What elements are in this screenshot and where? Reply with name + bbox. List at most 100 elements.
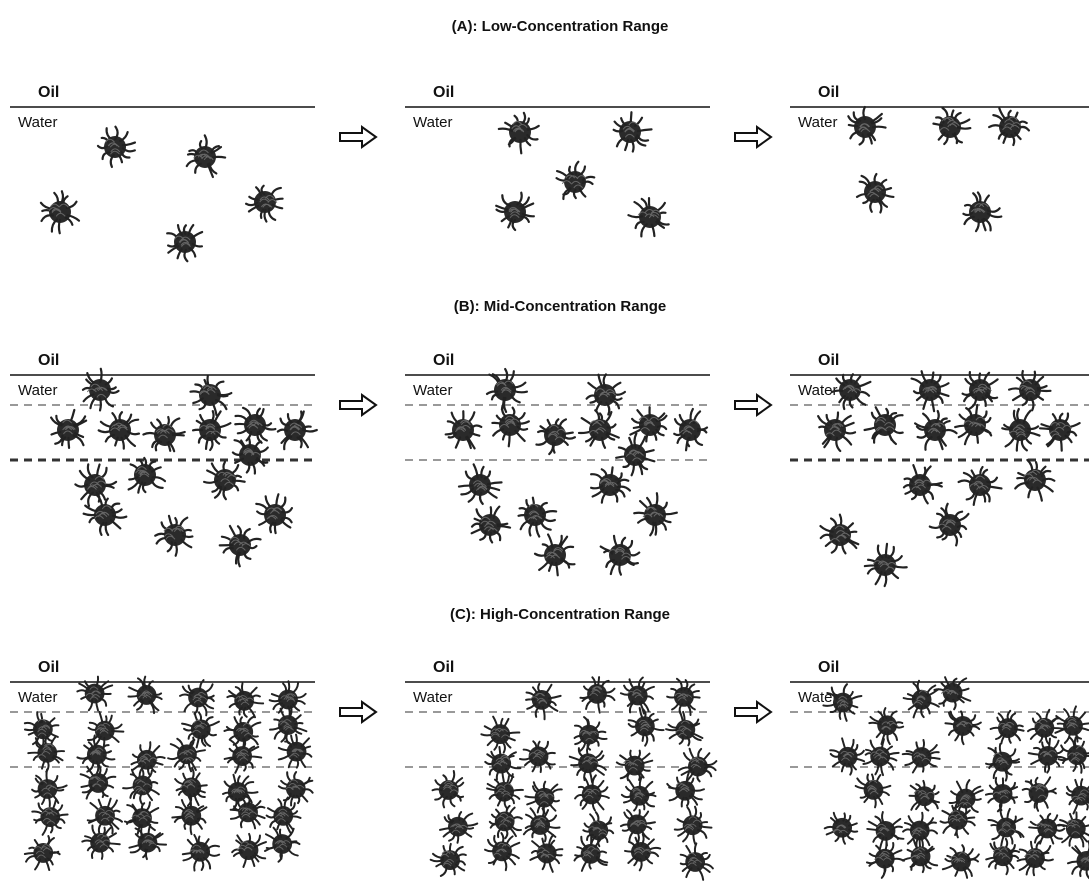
section-title: (A): Low-Concentration Range: [452, 18, 669, 35]
section-title: (B): Mid-Concentration Range: [454, 298, 666, 315]
particle: [129, 825, 166, 859]
particle: [123, 770, 159, 805]
particle: [1068, 841, 1089, 878]
particle: [536, 419, 574, 454]
particle: [945, 711, 980, 744]
particle: [869, 708, 903, 744]
particle: [41, 191, 79, 233]
particle: [77, 735, 114, 774]
particle: [227, 683, 263, 717]
particle: [267, 797, 301, 833]
particle: [1009, 371, 1050, 410]
particle: [621, 810, 655, 844]
particle: [681, 843, 713, 879]
particle: [622, 777, 656, 810]
section-title: (C): High-Concentration Range: [450, 606, 670, 623]
particle: [830, 738, 864, 774]
water-label: Water: [18, 382, 57, 399]
particle: [487, 774, 523, 808]
particle: [963, 192, 1001, 231]
particle: [867, 841, 904, 878]
particle: [129, 458, 165, 493]
particle: [666, 711, 702, 745]
particle: [675, 807, 712, 844]
particle: [575, 717, 607, 751]
particle: [32, 769, 67, 806]
particle: [182, 712, 219, 747]
arrow: [340, 395, 376, 415]
particle: [187, 135, 225, 177]
particle: [168, 738, 205, 772]
particle: [986, 744, 1019, 781]
arrow: [340, 702, 376, 722]
particle: [183, 835, 219, 871]
particle: [570, 745, 606, 782]
oil-label: Oil: [818, 659, 839, 676]
particle: [959, 467, 1002, 505]
particle: [865, 407, 903, 444]
particle: [991, 711, 1024, 744]
particle: [1002, 409, 1039, 451]
particle: [98, 127, 135, 167]
arrow: [340, 127, 376, 147]
figure: (A): Low-Concentration Range Oil Water Oil W…: [0, 0, 1089, 889]
arrow: [735, 702, 771, 722]
particle: [579, 410, 619, 448]
particle: [492, 406, 528, 446]
particle: [832, 374, 871, 409]
particle: [587, 374, 625, 414]
particle: [557, 162, 595, 199]
particle: [433, 771, 464, 807]
oil-label: Oil: [38, 659, 59, 676]
particle: [490, 806, 522, 838]
particle: [1029, 814, 1064, 844]
particle: [989, 108, 1029, 145]
arrow: [735, 395, 771, 415]
particle: [634, 493, 677, 535]
water-label: Water: [798, 689, 837, 706]
particle: [865, 544, 907, 586]
particle: [941, 803, 975, 837]
particle: [667, 679, 699, 715]
particle: [278, 411, 317, 449]
particle: [256, 494, 292, 533]
particle: [270, 706, 306, 743]
particle: [679, 749, 717, 782]
particle: [535, 535, 574, 576]
particle: [616, 434, 654, 476]
particle: [933, 108, 970, 144]
particle: [265, 828, 300, 862]
particle: [574, 836, 607, 871]
particle: [51, 410, 86, 448]
particle: [193, 411, 230, 450]
particle: [143, 417, 184, 451]
arrow: [735, 127, 771, 147]
particle: [856, 774, 891, 807]
particle: [1023, 777, 1056, 811]
particle: [575, 775, 609, 810]
particle: [1018, 841, 1053, 875]
particle: [848, 107, 885, 144]
particle: [270, 681, 306, 718]
particle: [903, 740, 940, 773]
particle: [499, 113, 539, 153]
particle: [915, 411, 956, 450]
water-label: Water: [798, 114, 837, 131]
particle: [904, 465, 942, 503]
oil-label: Oil: [433, 84, 454, 101]
particle: [167, 225, 202, 261]
particle: [180, 680, 214, 715]
particle: [628, 198, 668, 236]
particle: [131, 742, 164, 776]
particle: [25, 836, 60, 870]
particle: [472, 507, 510, 543]
particle: [530, 835, 562, 872]
particle: [224, 717, 260, 748]
oil-label: Oil: [38, 352, 59, 369]
particle: [496, 193, 534, 230]
oil-label: Oil: [38, 84, 59, 101]
particle: [75, 464, 116, 506]
particle: [190, 376, 231, 415]
particle: [867, 812, 903, 850]
particle: [459, 464, 502, 504]
